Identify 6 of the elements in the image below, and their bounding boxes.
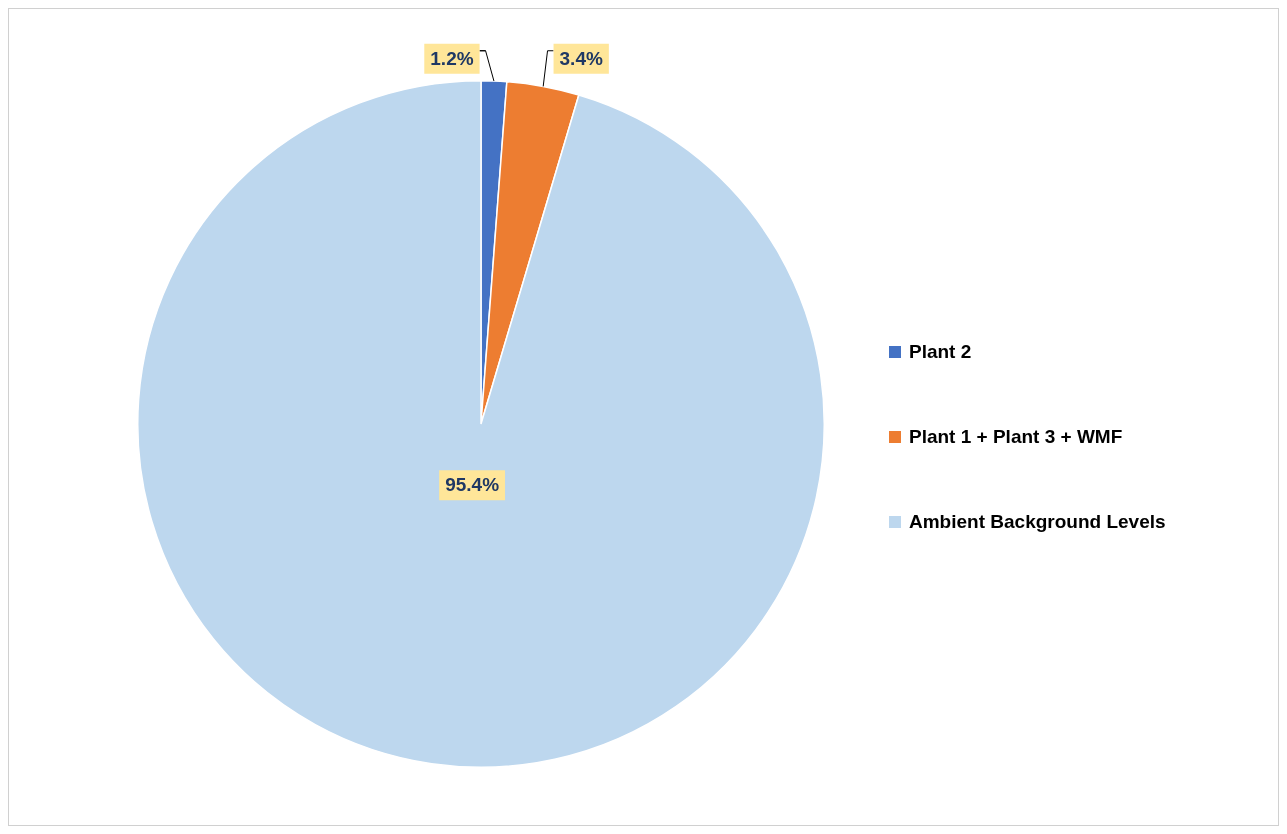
- legend-label: Plant 1 + Plant 3 + WMF: [909, 425, 1123, 448]
- legend-label: Ambient Background Levels: [909, 510, 1166, 533]
- data-label: 3.4%: [559, 47, 603, 69]
- data-label: 95.4%: [445, 474, 500, 496]
- data-label: 1.2%: [430, 47, 474, 69]
- legend-label: Plant 2: [909, 340, 972, 363]
